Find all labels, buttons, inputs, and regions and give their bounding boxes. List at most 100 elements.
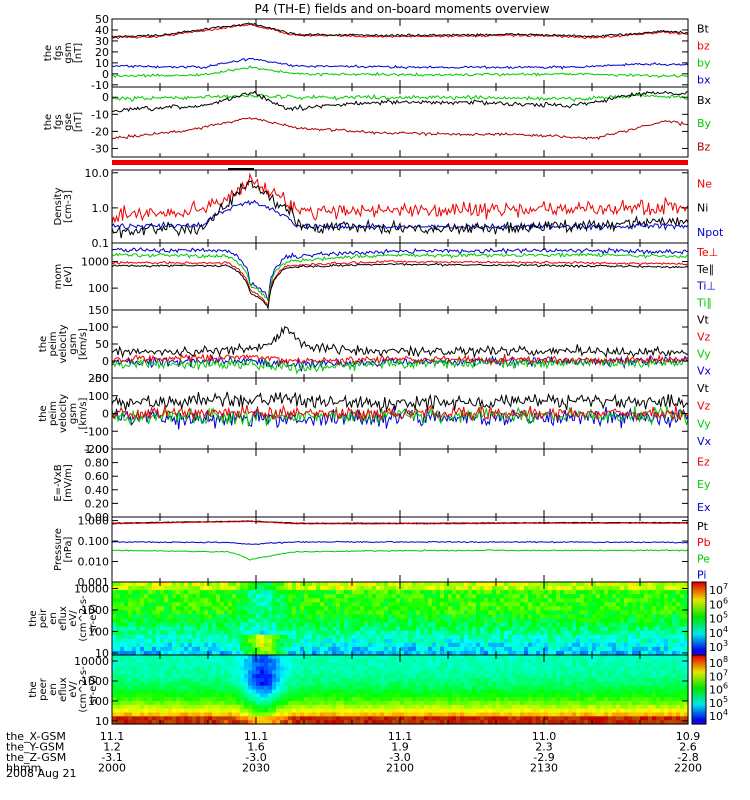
spectrogram-cell [588,622,593,628]
spectrogram-cell [496,618,501,624]
spectrogram-cell [632,622,637,628]
spectrogram-cell [468,610,473,616]
spectrogram-cell [284,630,289,636]
spectrogram-cell [120,606,125,611]
spectrogram-cell [608,642,613,648]
spectrogram-cell [312,598,317,603]
spectrogram-cell [516,670,521,675]
spectrogram-cell [400,642,405,648]
spectrogram-cell [456,650,461,656]
spectrogram-cell [656,622,661,628]
spectrogram-cell [136,618,141,624]
spectrogram-cell [216,626,221,632]
spectrogram-cell [504,670,509,675]
spectrogram-cell [428,693,433,698]
spectrogram-cell [220,646,225,652]
spectrogram-cell [328,598,333,603]
spectrogram-cell [436,634,441,640]
spectrogram-cell [500,610,505,616]
spectrogram-cell [208,693,213,698]
spectrogram-cell [416,674,421,679]
spectrogram-cell [524,630,529,636]
spectrogram-cell [448,662,453,668]
spectrogram-cell [684,610,689,616]
spectrogram-cell [408,685,413,691]
spectrogram-cell [432,712,437,717]
spectrogram-cell [616,618,621,624]
spectrogram-cell [516,693,521,698]
spectrogram-cell [396,716,401,721]
spectrogram-cell [184,630,189,636]
spectrogram-cell [556,630,561,636]
spectrogram-cell [484,704,489,710]
spectrogram-cell [524,670,529,675]
spectrogram-cell [176,602,181,607]
spectrogram-cell [232,678,237,683]
spectrogram-cell [628,638,633,644]
spectrogram-cell [276,634,281,640]
spectrogram-cell [116,582,121,587]
legend-entry: bx [697,73,711,86]
spectrogram-cell [116,598,121,603]
spectrogram-cell [132,598,137,603]
spectrogram-cell [260,678,265,683]
spectrogram-cell [200,708,205,714]
spectrogram-cell [260,594,265,599]
spectrogram-cell [640,650,645,656]
spectrogram-cell [312,685,317,691]
spectrogram-cell [244,650,249,656]
spectrogram-cell [380,650,385,656]
spectrogram-cell [332,681,337,687]
spectrogram-cell [600,594,605,599]
spectrogram-cell [416,594,421,599]
spectrogram-cell [484,610,489,616]
spectrogram-cell [372,610,377,616]
spectrogram-cell [140,678,145,683]
spectrogram-cell [156,646,161,652]
spectrogram-cell [428,666,433,671]
spectrogram-cell [392,708,397,714]
spectrogram-cell [404,606,409,611]
spectrogram-cell [376,586,381,591]
spectrogram-cell [484,693,489,698]
spectrogram-cell [276,594,281,599]
spectrogram-cell [552,582,557,587]
spectrogram-cell [504,662,509,668]
spectrogram-cell [448,582,453,587]
spectrogram-cell [388,666,393,671]
spectrogram-cell [344,650,349,656]
spectrogram-cell [296,586,301,591]
spectrogram-cell [680,634,685,640]
spectrogram-cell [464,685,469,691]
spectrogram-cell [240,666,245,671]
spectrogram-cell [408,626,413,632]
spectrogram-cell [136,678,141,683]
spectrogram-cell [156,685,161,691]
spectrogram-cell [240,606,245,611]
spectrogram-cell [516,586,521,591]
spectrogram-cell [464,582,469,587]
spectrogram-cell [428,712,433,717]
spectrogram-cell [488,646,493,652]
spectrogram-cell [128,670,133,675]
spectrogram-cell [240,642,245,648]
spectrogram-cell [460,594,465,599]
spectrogram-cell [424,697,429,702]
spectrogram-cell [416,638,421,644]
spectrogram-cell [380,655,385,660]
spectrogram-cell [372,590,377,595]
spectrogram-cell [240,622,245,628]
spectrogram-cell [256,666,261,671]
spectrogram-cell [340,634,345,640]
spectrogram-cell [124,662,129,668]
spectrogram-cell [172,642,177,648]
spectrogram-cell [160,650,165,656]
spectrogram-cell [424,606,429,611]
spectrogram-cell [184,638,189,644]
spectrogram-cell [460,670,465,675]
spectrogram-cell [240,638,245,644]
spectrogram-cell [488,606,493,611]
spectrogram-cell [332,697,337,702]
spectrogram-cell [172,626,177,632]
spectrogram-cell [120,618,125,624]
